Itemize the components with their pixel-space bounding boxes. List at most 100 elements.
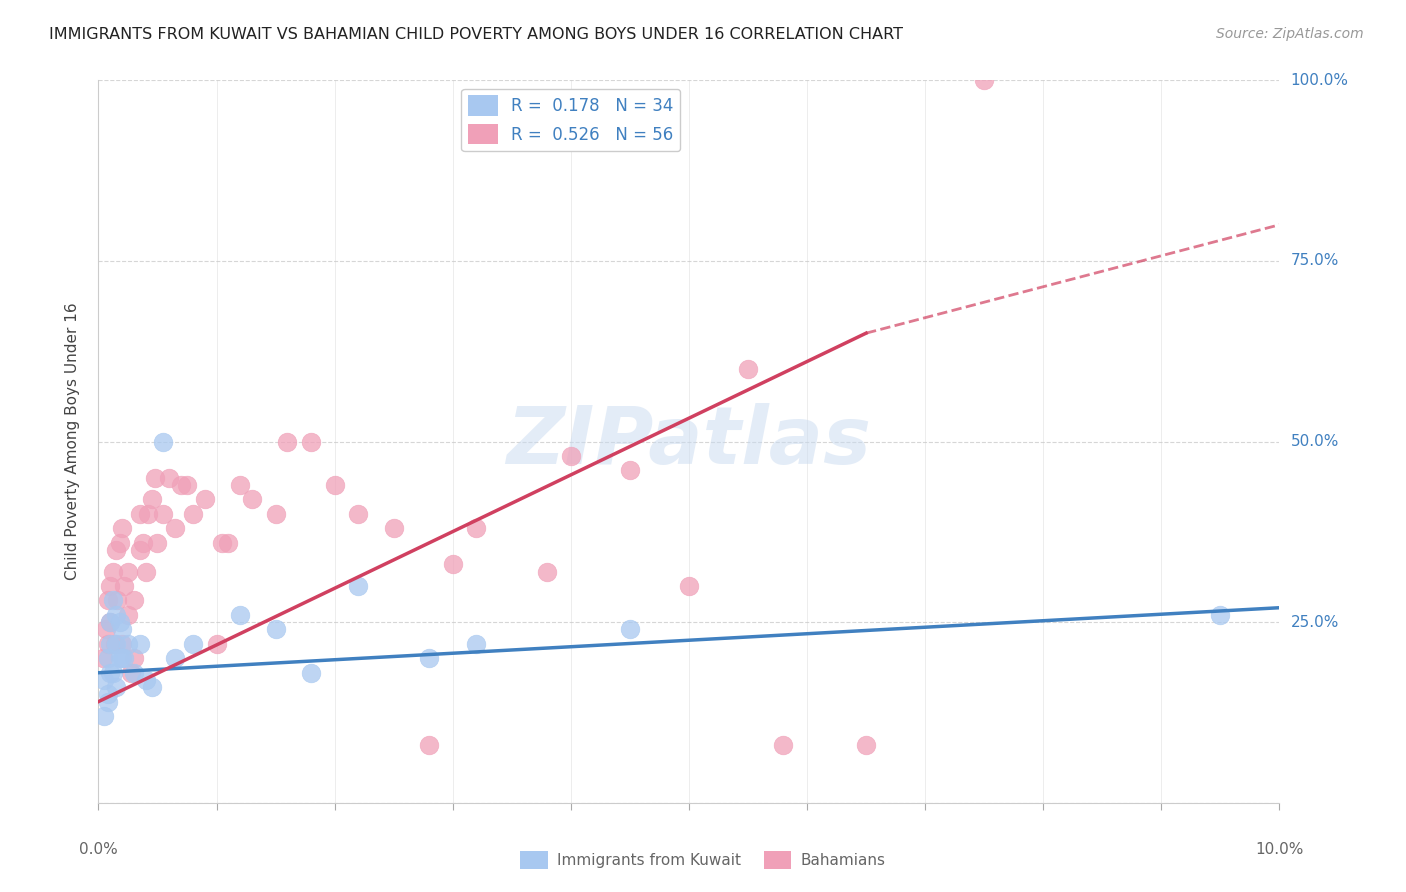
Point [128, 542, 150, 557]
Point [112, 579, 135, 593]
Point [973, 73, 995, 87]
Point [382, 521, 405, 535]
Text: 100.0%: 100.0% [1291, 73, 1348, 87]
Point [1209, 607, 1232, 622]
Text: 25.0%: 25.0% [1291, 615, 1339, 630]
Point [98, 665, 121, 680]
Point [772, 738, 794, 752]
Point [855, 738, 877, 752]
Point [205, 637, 228, 651]
Point [157, 471, 180, 485]
Text: IMMIGRANTS FROM KUWAIT VS BAHAMIAN CHILD POVERTY AMONG BOYS UNDER 16 CORRELATION: IMMIGRANTS FROM KUWAIT VS BAHAMIAN CHILD… [49, 27, 903, 42]
Point [347, 507, 370, 521]
Point [141, 492, 163, 507]
Point [98, 615, 121, 630]
Point [122, 665, 145, 680]
Point [678, 579, 700, 593]
Point [93, 673, 115, 687]
Point [91, 651, 114, 665]
Point [98, 637, 121, 651]
Point [108, 615, 131, 630]
Point [323, 478, 346, 492]
Point [146, 535, 169, 549]
Point [105, 680, 128, 694]
Point [101, 593, 124, 607]
Legend: Immigrants from Kuwait, Bahamians: Immigrants from Kuwait, Bahamians [515, 845, 891, 875]
Point [135, 673, 157, 687]
Point [111, 521, 134, 535]
Point [176, 478, 198, 492]
Point [97, 637, 120, 651]
Point [229, 478, 252, 492]
Legend: R =  0.178   N = 34, R =  0.526   N = 56: R = 0.178 N = 34, R = 0.526 N = 56 [461, 88, 681, 151]
Point [441, 558, 464, 572]
Point [181, 637, 204, 651]
Point [619, 623, 641, 637]
Point [97, 651, 120, 665]
Point [128, 507, 150, 521]
Point [299, 434, 322, 449]
Text: Source: ZipAtlas.com: Source: ZipAtlas.com [1216, 27, 1364, 41]
Text: 10.0%: 10.0% [1256, 842, 1303, 856]
Point [299, 665, 322, 680]
Y-axis label: Child Poverty Among Boys Under 16: Child Poverty Among Boys Under 16 [65, 302, 80, 581]
Point [240, 492, 263, 507]
Text: ZIPatlas: ZIPatlas [506, 402, 872, 481]
Point [132, 535, 155, 549]
Point [122, 593, 145, 607]
Point [97, 695, 120, 709]
Point [111, 623, 134, 637]
Point [737, 362, 759, 376]
Point [128, 637, 150, 651]
Point [229, 607, 252, 622]
Point [135, 565, 157, 579]
Point [143, 471, 166, 485]
Point [111, 651, 134, 665]
Point [94, 623, 117, 637]
Point [170, 478, 193, 492]
Point [141, 680, 163, 694]
Point [465, 521, 488, 535]
Text: 0.0%: 0.0% [79, 842, 118, 856]
Point [194, 492, 217, 507]
Point [165, 651, 187, 665]
Text: 50.0%: 50.0% [1291, 434, 1339, 449]
Point [347, 579, 370, 593]
Point [105, 637, 128, 651]
Point [121, 665, 143, 680]
Point [97, 593, 120, 607]
Point [560, 449, 582, 463]
Point [98, 615, 121, 630]
Point [152, 507, 174, 521]
Point [104, 637, 127, 651]
Point [108, 535, 131, 549]
Point [165, 521, 187, 535]
Point [105, 607, 128, 622]
Point [418, 651, 440, 665]
Point [122, 651, 145, 665]
Point [619, 463, 641, 477]
Point [418, 738, 440, 752]
Point [264, 507, 287, 521]
Point [98, 579, 121, 593]
Point [112, 651, 135, 665]
Point [117, 607, 139, 622]
Point [117, 565, 139, 579]
Point [264, 623, 287, 637]
Point [181, 507, 204, 521]
Point [111, 637, 134, 651]
Point [101, 665, 124, 680]
Text: 75.0%: 75.0% [1291, 253, 1339, 268]
Point [117, 637, 139, 651]
Point [276, 434, 298, 449]
Point [152, 434, 174, 449]
Point [217, 535, 239, 549]
Point [105, 593, 128, 607]
Point [105, 542, 128, 557]
Point [97, 687, 120, 701]
Point [93, 709, 115, 723]
Point [108, 651, 131, 665]
Point [465, 637, 488, 651]
Point [136, 507, 159, 521]
Point [536, 565, 558, 579]
